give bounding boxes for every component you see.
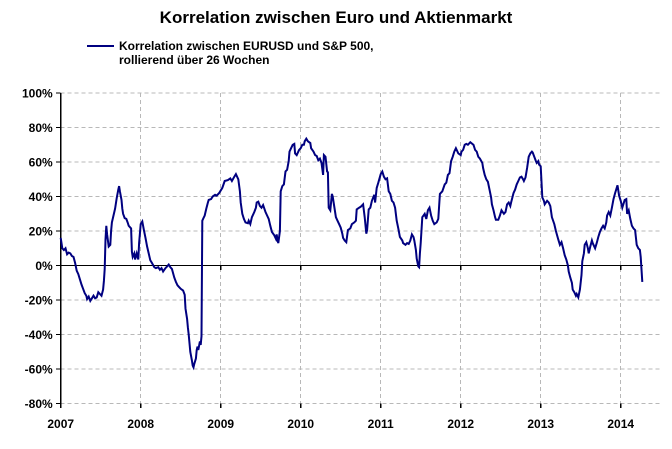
y-tick-label: -80%: [25, 397, 53, 411]
x-tick-label: 2014: [607, 417, 634, 431]
x-tick-label: 2008: [127, 417, 154, 431]
y-tick-label: 0%: [35, 259, 53, 273]
y-tick-label: -20%: [25, 294, 53, 308]
y-tick-label: -40%: [25, 328, 53, 342]
x-tick-label: 2012: [447, 417, 474, 431]
legend-label: Korrelation zwischen EURUSD und S&P 500,…: [119, 39, 374, 67]
x-tick-label: 2009: [207, 417, 234, 431]
legend-line-sample: [87, 45, 114, 47]
y-tick-label: 40%: [29, 190, 53, 204]
x-tick-label: 2011: [368, 417, 394, 431]
legend-label-line2: rollierend über 26 Wochen: [119, 53, 270, 67]
legend-label-line1: Korrelation zwischen EURUSD und S&P 500,: [119, 39, 374, 53]
x-tick-label: 2013: [527, 417, 554, 431]
y-tick-label: 80%: [29, 121, 53, 135]
legend: Korrelation zwischen EURUSD und S&P 500,…: [87, 39, 374, 67]
data-series-line: [59, 136, 644, 371]
y-tick-label: 100%: [22, 87, 53, 101]
chart-title: Korrelation zwischen Euro und Aktienmark…: [159, 8, 513, 27]
y-tick-label: 20%: [29, 225, 53, 239]
x-tick-label: 2010: [287, 417, 314, 431]
y-tick-label: 60%: [29, 156, 53, 170]
x-tick-label: 2007: [47, 417, 74, 431]
y-tick-label: -60%: [25, 363, 53, 377]
